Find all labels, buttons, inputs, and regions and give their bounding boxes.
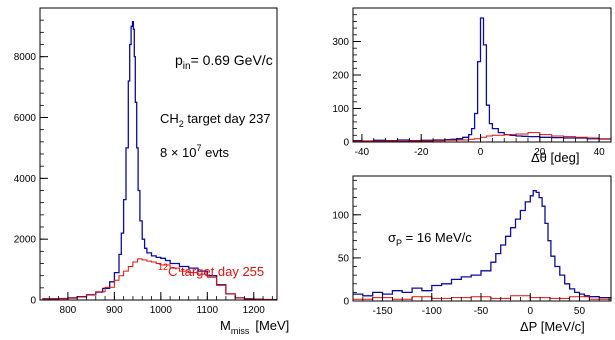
x-tick-label: -100: [422, 306, 442, 317]
plot-frame: [352, 175, 612, 302]
x-tick-label: -150: [373, 306, 393, 317]
missing-mass-panel: 800 900 1000 1100 1200 0 2000 4000 6000 8000 pin=…: [14, 7, 289, 336]
series-line-red: [353, 295, 612, 300]
x-tick-label: 1200: [243, 305, 266, 316]
y-tick-label: 8000: [14, 52, 37, 63]
y-tick-label: 2000: [14, 235, 37, 246]
missing-mass-plot: 800 900 1000 1100 1200 0 2000 4000 6000 8000: [14, 7, 278, 316]
x-tick-label: 0: [478, 147, 484, 158]
events-annotation: 8 × 107 evts: [160, 143, 229, 160]
y-tick-label: 0: [30, 296, 36, 307]
x-tick-label: 0: [527, 306, 533, 317]
sigma-annotation: σP = 16 MeV/c: [388, 230, 472, 248]
x-tick-label: 40: [594, 147, 606, 158]
y-tick-label: 4000: [14, 174, 37, 185]
plot-frame: [352, 7, 612, 143]
y-tick-label: 50: [338, 253, 350, 264]
pin-annotation: pin= 0.69 GeV/c: [175, 52, 273, 72]
x-tick-label: 50: [574, 306, 586, 317]
ch2-annotation: CH2 target day 237: [160, 111, 271, 129]
y-tick-label: 300: [332, 37, 349, 48]
series-line-blue: [353, 17, 612, 142]
delta-p-panel: -150 -100 -50 0 50 0 50 100 σP = 16 MeV/c ΔP [M…: [332, 175, 612, 334]
y-tick-label: 0: [343, 138, 349, 149]
x-tick-label: -20: [414, 147, 429, 158]
y-tick-label: 6000: [14, 113, 37, 124]
delta-theta-x-label: Δθ [deg]: [531, 150, 579, 165]
delta-p-plot: -150 -100 -50 0 50 0 50 100: [332, 175, 612, 317]
y-tick-label: 200: [332, 71, 349, 82]
y-tick-label: 0: [343, 297, 349, 308]
delta-theta-panel: -40 -20 0 20 40 0 100 200 300 Δθ [deg]: [332, 7, 612, 165]
delta-p-x-label: ΔP [MeV/c]: [520, 319, 585, 334]
missing-mass-x-label: Mmiss [MeV]: [220, 318, 289, 335]
x-tick-label: -40: [355, 147, 370, 158]
x-tick-label: 900: [106, 305, 123, 316]
series-line-red: [353, 132, 612, 142]
delta-theta-plot: -40 -20 0 20 40 0 100 200 300: [332, 7, 612, 158]
x-tick-label: -50: [474, 306, 489, 317]
x-tick-label: 1100: [197, 305, 219, 316]
series-line-red: [42, 258, 277, 301]
y-tick-label: 100: [332, 104, 349, 115]
x-tick-label: 1000: [150, 305, 173, 316]
c12-annotation: 12C target day 255: [158, 262, 264, 279]
series-line-blue: [353, 190, 612, 299]
x-tick-label: 20: [534, 147, 546, 158]
x-tick-label: 800: [60, 305, 77, 316]
y-tick-label: 100: [332, 210, 349, 221]
